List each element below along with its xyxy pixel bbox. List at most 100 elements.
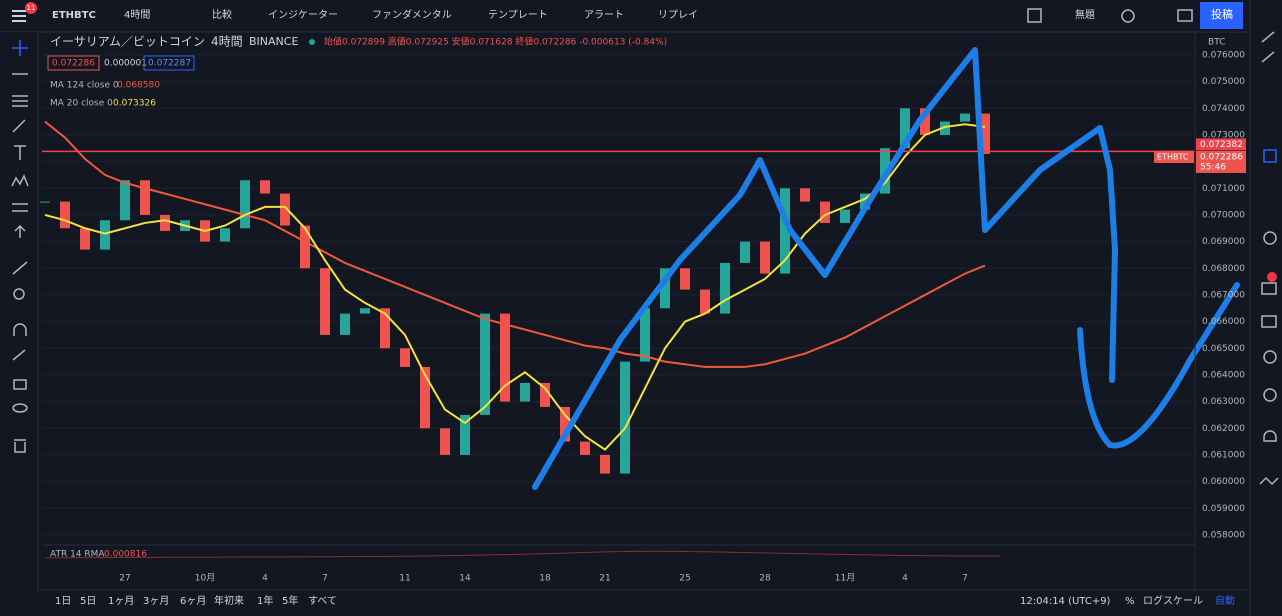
candle [300, 225, 310, 269]
candle [840, 209, 850, 223]
menu[interactable] [12, 10, 26, 22]
y-tick-label: 0.070000 [1202, 210, 1245, 220]
log-toggle[interactable]: ログスケール [1143, 594, 1203, 607]
drawing [532, 47, 1118, 490]
toolbar-item[interactable]: リプレイ [658, 9, 698, 21]
ma-line [44, 123, 986, 451]
candle [920, 108, 930, 135]
bid: 0.072286 [52, 59, 95, 69]
candle [480, 313, 490, 415]
symbol-tag-bg [1154, 150, 1194, 163]
candle [340, 313, 350, 335]
x-tick-label: 10月 [195, 573, 215, 584]
y-tick-label: 0.071000 [1202, 184, 1245, 194]
legend-title: イーサリアム／ビットコイン [50, 35, 205, 49]
y-tick-label: 0.073000 [1202, 130, 1245, 140]
y-tick-label: 0.075000 [1202, 77, 1245, 87]
candle [460, 414, 470, 455]
x-tick-label: 21 [599, 574, 610, 584]
candle [940, 121, 950, 135]
indicator-value: 0.068580 [117, 81, 160, 91]
x-tick-label: 25 [679, 574, 690, 584]
candle [600, 454, 610, 474]
range[interactable]: 5年 [282, 594, 298, 607]
x-tick-label: 11月 [835, 573, 855, 584]
legend-ohlc: 始値0.072899 高値0.072925 安値0.071628 終値0.072… [324, 36, 667, 48]
last-price: 0.072286 [1200, 152, 1243, 162]
ma-line [44, 120, 986, 368]
candle [240, 180, 250, 229]
spread: 0.000001 [104, 59, 147, 69]
candle [420, 366, 430, 429]
drawing [1077, 282, 1240, 449]
range[interactable]: 1年 [257, 594, 273, 607]
price-box [143, 55, 195, 71]
toolbar-item[interactable]: テンプレート [488, 9, 548, 21]
toolbar-item[interactable]: インジケーター [268, 9, 338, 21]
candle [780, 188, 790, 274]
hline-label-bg [1196, 138, 1246, 151]
candle [820, 201, 830, 223]
x-tick-label: 4 [262, 574, 268, 584]
tool-icons[interactable] [11, 40, 29, 453]
layout-name[interactable]: 無題 [1075, 8, 1095, 21]
candle [440, 428, 450, 455]
y-tick-label: 0.067000 [1202, 290, 1245, 300]
candle [260, 180, 270, 194]
interval[interactable]: 4時間 [124, 9, 150, 21]
last-price-bg [1196, 150, 1246, 173]
range[interactable]: 3ヶ月 [143, 595, 169, 607]
hline-label: 0.072382 [1200, 140, 1243, 150]
x-tick-label: 18 [539, 574, 551, 584]
y-tick-label: 0.058000 [1202, 530, 1245, 540]
candle [960, 113, 970, 122]
toolbar-item[interactable]: 比較 [212, 8, 232, 21]
right-tool-icons[interactable] [1027, 8, 1279, 486]
symbol[interactable]: ETHBTC [52, 10, 96, 21]
atr-name: ATR 14 RMA [50, 550, 105, 560]
candle [700, 289, 710, 314]
candle [980, 113, 990, 154]
range[interactable]: 年初来 [214, 594, 244, 607]
range[interactable]: 6ヶ月 [180, 595, 206, 607]
candle [120, 180, 130, 221]
x-tick-label: 28 [759, 574, 771, 584]
range-bar: 1日 5日 1ヶ月 3ヶ月 6ヶ月 年初来 1年 5年 すべて [55, 594, 337, 607]
candle [760, 241, 770, 274]
range[interactable]: 1日 [55, 596, 71, 607]
price-box [47, 55, 100, 71]
badge-count: 11 [27, 4, 36, 12]
candle [140, 180, 150, 215]
candle [540, 382, 550, 407]
legend-exchange: BINANCE [249, 35, 298, 48]
notification-dot [1267, 272, 1277, 282]
range[interactable]: 5日 [80, 596, 96, 607]
publish-button[interactable] [1200, 2, 1243, 29]
currency[interactable]: BTC [1208, 38, 1225, 48]
y-tick-label: 0.059000 [1202, 504, 1245, 514]
x-tick-label: 7 [962, 574, 968, 584]
toolbar-item[interactable]: ファンダメンタル [372, 8, 452, 21]
candle [360, 308, 370, 314]
range[interactable]: 1ヶ月 [108, 595, 134, 607]
candle [620, 361, 630, 474]
y-tick-label: 0.069000 [1202, 237, 1245, 247]
toolbar-item[interactable]: アラート [584, 9, 624, 21]
range[interactable]: すべて [308, 595, 337, 607]
x-tick-label: 27 [119, 574, 130, 584]
percent-toggle[interactable]: % [1125, 596, 1135, 607]
legend-interval: 4時間 [211, 35, 243, 49]
x-tick-label: 14 [459, 574, 471, 584]
indicator-name: MA 20 close 0 [50, 99, 113, 109]
candle [740, 241, 750, 263]
candle [400, 348, 410, 367]
candle [860, 193, 870, 210]
candle [320, 268, 330, 335]
symbol-tag: ETHBTC [1157, 152, 1189, 161]
atr-line [44, 550, 1001, 559]
publish-label: 投稿 [1211, 7, 1233, 21]
auto-toggle[interactable]: 自動 [1215, 594, 1235, 607]
status-dot [309, 39, 315, 45]
y-tick-label: 0.065000 [1202, 344, 1245, 354]
